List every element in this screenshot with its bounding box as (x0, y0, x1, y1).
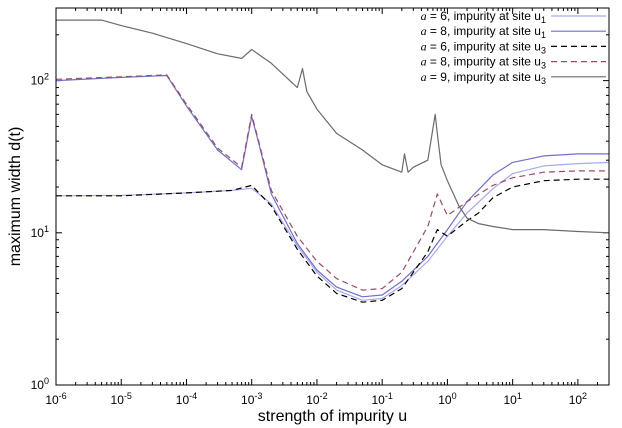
legend-label: a = 6, impurity at site u1 (421, 9, 546, 25)
y-tick-label: 101 (31, 224, 49, 240)
legend-label: a = 6, impurity at site u3 (421, 39, 546, 55)
series-line-1 (55, 161, 610, 301)
series-lines (55, 19, 610, 303)
legend-label: a = 8, impurity at site u3 (421, 55, 546, 71)
legend: a = 6, impurity at site u1a = 8, impurit… (421, 9, 606, 86)
legend-label: a = 9, impurity at site u3 (421, 70, 546, 86)
plot-frame (55, 7, 610, 386)
x-tick-label: 10-6 (45, 391, 66, 407)
axes: 10-6 10-5 10-4 10-3 10-2 10-1 100 101 102 100 101 1… (31, 8, 609, 407)
y-tick-label: 102 (31, 72, 49, 88)
x-tick-label: 10-5 (111, 391, 132, 407)
legend-label: a = 8, impurity at site u1 (421, 24, 546, 40)
x-axis-label: strength of impurity u (258, 408, 407, 425)
series-line-4 (55, 74, 609, 291)
y-tick-label: 100 (31, 376, 49, 392)
x-tick-label: 101 (503, 391, 521, 407)
series-line-5 (56, 19, 610, 234)
series-line-2 (55, 74, 609, 298)
x-tick-label: 102 (569, 391, 587, 407)
series-line-3 (56, 178, 609, 303)
x-tick-label: 10-1 (371, 391, 392, 407)
x-tick-label: 10-2 (306, 391, 327, 407)
y-axis-label: maximum width d(t) (7, 127, 24, 267)
x-tick-label: 100 (438, 391, 456, 407)
x-tick-label: 10-3 (241, 391, 262, 407)
x-tick-label: 10-4 (176, 391, 197, 407)
